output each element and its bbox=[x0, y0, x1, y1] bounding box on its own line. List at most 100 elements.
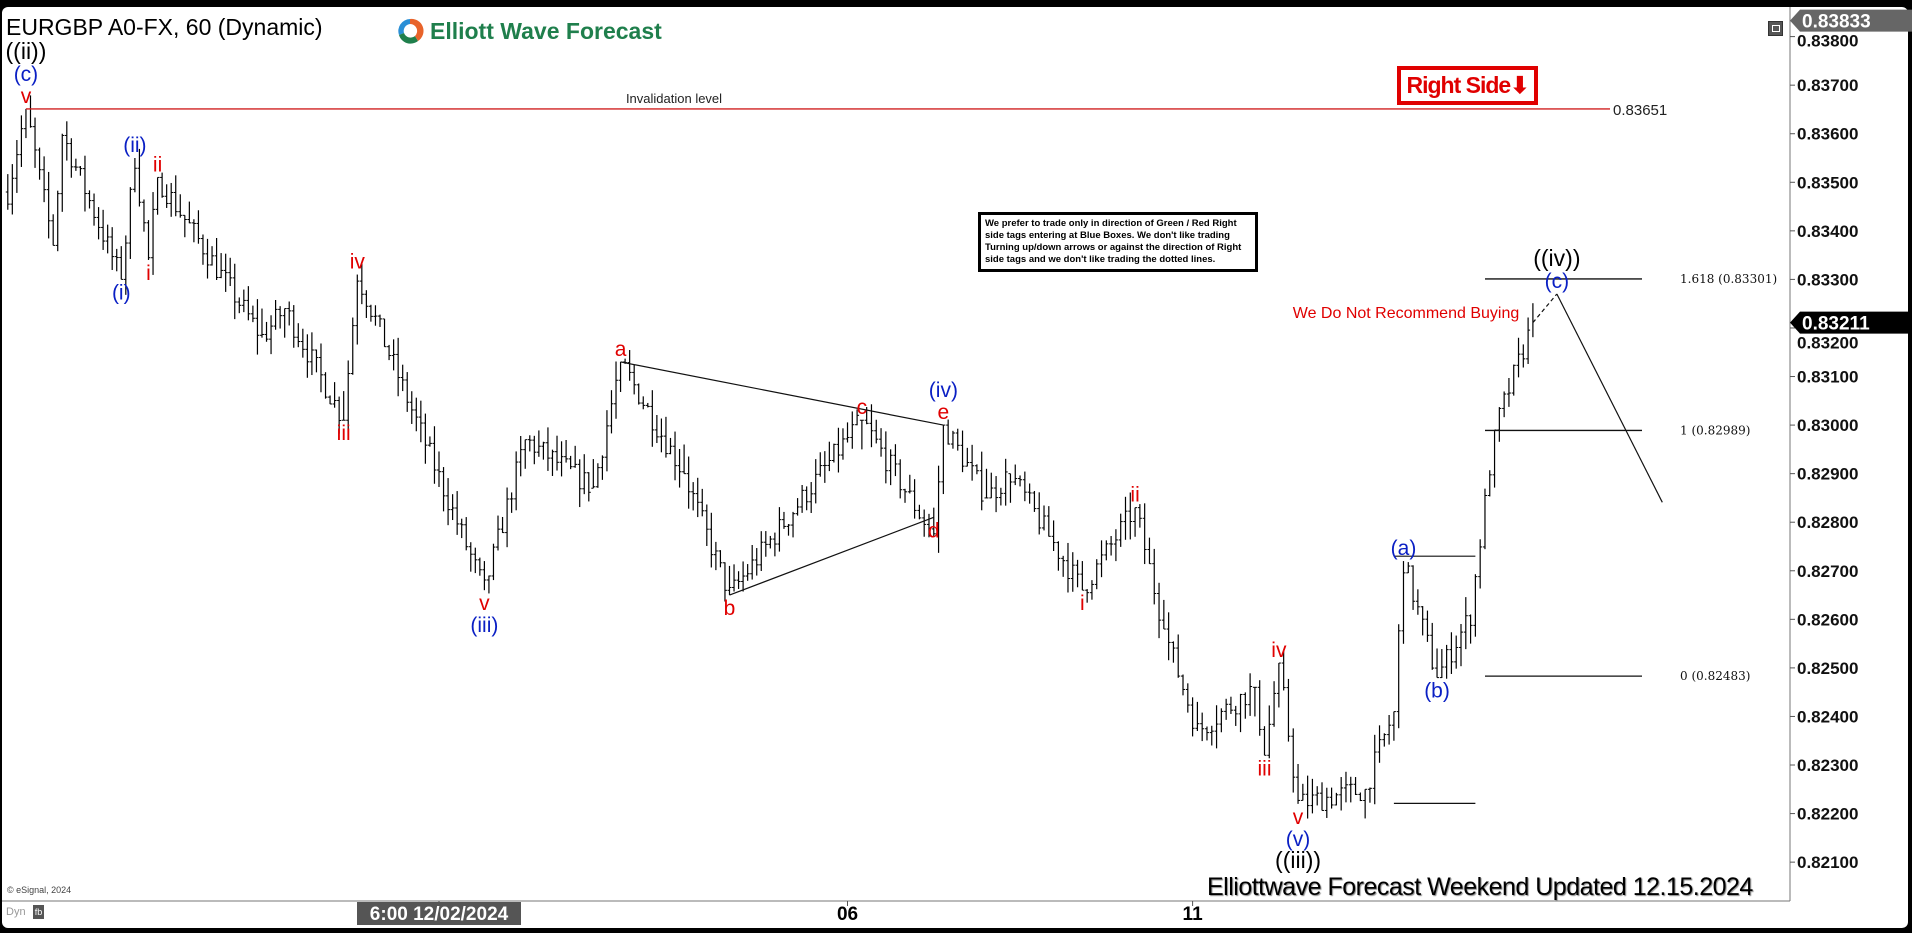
price-bar bbox=[1420, 606, 1425, 636]
maximize-icon[interactable] bbox=[1768, 21, 1783, 36]
price-bar bbox=[1439, 649, 1444, 679]
price-bar bbox=[160, 172, 165, 198]
y-tick-label: 0.82800 bbox=[1797, 513, 1858, 532]
price-bar bbox=[473, 547, 478, 574]
price-bar bbox=[182, 214, 187, 238]
price-bar bbox=[373, 305, 378, 326]
price-bar bbox=[387, 344, 392, 361]
y-tick-label: 0.83600 bbox=[1797, 125, 1858, 144]
price-bar bbox=[446, 478, 451, 526]
price-bar bbox=[1315, 786, 1320, 806]
price-bar bbox=[907, 474, 912, 494]
price-bar bbox=[941, 424, 946, 495]
price-bar bbox=[1391, 711, 1396, 741]
price-bar bbox=[813, 459, 818, 504]
price-bar bbox=[586, 472, 591, 502]
projection-dashed-line bbox=[1532, 293, 1558, 324]
price-bar bbox=[645, 402, 650, 408]
price-bar bbox=[818, 452, 823, 477]
price-bar bbox=[1382, 733, 1387, 747]
price-bar bbox=[1411, 565, 1416, 610]
y-tick-label: 0.83000 bbox=[1797, 416, 1858, 435]
price-bar bbox=[1161, 599, 1166, 630]
price-bar bbox=[1526, 317, 1531, 364]
price-bar bbox=[1348, 776, 1353, 803]
price-bar bbox=[850, 411, 855, 449]
price-bar bbox=[786, 524, 791, 536]
price-bar bbox=[912, 479, 917, 519]
fib-level-label: 0 (0.82483) bbox=[1680, 669, 1750, 683]
price-bar bbox=[137, 148, 142, 207]
price-bar bbox=[668, 437, 673, 455]
price-bar bbox=[1502, 391, 1507, 418]
price-bar bbox=[232, 263, 237, 320]
price-bar bbox=[151, 192, 156, 275]
price-bar bbox=[609, 390, 614, 434]
wave-label: iv bbox=[350, 251, 366, 274]
price-bar bbox=[5, 174, 10, 210]
price-bar bbox=[1272, 681, 1277, 727]
price-bar bbox=[332, 382, 337, 408]
price-bar bbox=[1257, 680, 1262, 736]
price-bar bbox=[994, 476, 999, 513]
price-bar bbox=[1046, 506, 1051, 537]
price-bar bbox=[1233, 705, 1238, 726]
price-bar bbox=[960, 430, 965, 473]
time-axis[interactable]: 6:00 12/02/2024 06 11 bbox=[357, 901, 1203, 925]
high-price-tag: 0.83833 bbox=[1802, 12, 1871, 33]
price-bar bbox=[1166, 612, 1171, 661]
price-bar bbox=[1363, 788, 1368, 819]
price-bar bbox=[1089, 580, 1094, 600]
price-bar bbox=[1372, 734, 1377, 805]
invalidation-label: Invalidation level bbox=[626, 91, 722, 106]
price-bar bbox=[1228, 696, 1233, 714]
price-bar bbox=[673, 431, 678, 481]
price-bar bbox=[141, 199, 146, 232]
price-bar bbox=[1444, 644, 1449, 679]
price-bar bbox=[1018, 475, 1023, 487]
price-bar bbox=[523, 439, 528, 469]
price-bar bbox=[328, 395, 333, 405]
price-bar bbox=[700, 488, 705, 517]
price-bar bbox=[659, 418, 664, 453]
price-bar bbox=[663, 416, 668, 458]
wave-label: (v) bbox=[1286, 828, 1311, 851]
wave-label: ((ii)) bbox=[6, 38, 47, 64]
price-bar bbox=[903, 488, 908, 503]
wave-label: iv bbox=[1271, 639, 1287, 662]
price-bar bbox=[423, 413, 428, 464]
price-bar bbox=[19, 115, 24, 167]
price-bar bbox=[128, 187, 133, 259]
price-bar bbox=[632, 364, 637, 395]
price-bar bbox=[1252, 686, 1257, 717]
y-tick-label: 0.83800 bbox=[1797, 32, 1858, 51]
price-bar bbox=[509, 492, 514, 513]
price-bar bbox=[1377, 725, 1382, 763]
price-bar bbox=[636, 383, 641, 405]
price-bar bbox=[1142, 503, 1147, 565]
price-axis[interactable]: 0.83800 0.83700 0.83600 0.83500 0.83400 0.833… bbox=[1790, 9, 1912, 873]
high-price-tag-bg bbox=[1790, 9, 1912, 32]
price-bar bbox=[727, 565, 732, 596]
dyn-toggle-icon[interactable]: fb bbox=[33, 905, 44, 919]
wave-label: a bbox=[615, 338, 627, 361]
y-tick-label: 0.82300 bbox=[1797, 756, 1858, 775]
dyn-label: Dyn bbox=[6, 906, 26, 918]
price-bar bbox=[974, 464, 979, 475]
price-bar bbox=[691, 482, 696, 511]
update-note: Elliottwave Forecast Weekend Updated 12.… bbox=[1207, 873, 1753, 901]
price-bar bbox=[337, 396, 342, 434]
price-bar bbox=[1214, 705, 1219, 749]
price-bar bbox=[1219, 708, 1224, 733]
x-tick-label: 06 bbox=[837, 904, 858, 925]
price-bar bbox=[695, 477, 700, 518]
price-bar bbox=[346, 360, 351, 436]
price-bar bbox=[1195, 701, 1200, 732]
price-bar bbox=[1334, 792, 1339, 806]
price-bar bbox=[114, 248, 119, 272]
price-bar bbox=[191, 219, 196, 243]
y-tick-label: 0.82400 bbox=[1797, 707, 1858, 726]
price-bar bbox=[1190, 697, 1195, 737]
price-bar bbox=[110, 227, 115, 270]
